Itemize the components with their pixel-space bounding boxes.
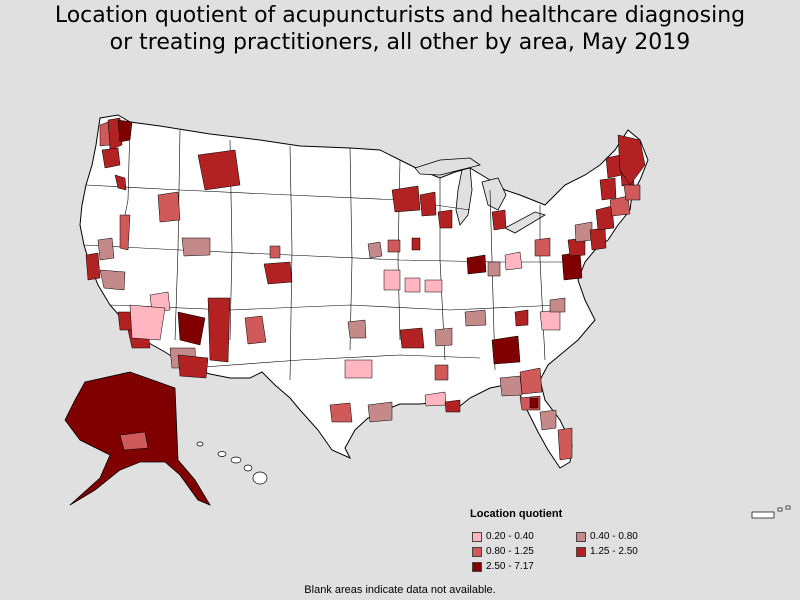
area-austin xyxy=(329,402,353,423)
area-fl-tampa xyxy=(539,409,557,431)
area-tucson xyxy=(177,354,209,379)
area-fills xyxy=(85,117,646,461)
area-ok-1 xyxy=(347,319,367,339)
area-wa-east xyxy=(114,174,127,191)
area-denver xyxy=(263,261,293,285)
area-tn-2 xyxy=(514,309,529,327)
area-slc xyxy=(181,237,211,257)
area-fl-se xyxy=(557,427,573,461)
legend-swatch xyxy=(576,546,586,557)
area-flagstaff xyxy=(177,311,206,346)
legend-title: Location quotient xyxy=(470,508,563,520)
area-ar-1 xyxy=(434,327,453,347)
area-albuquerque xyxy=(244,315,267,345)
area-boise xyxy=(157,191,181,223)
area-la-1 xyxy=(434,364,449,381)
area-ok-2 xyxy=(399,327,425,349)
area-fl-gainesville xyxy=(529,397,539,409)
area-ia-1 xyxy=(367,241,383,259)
area-ga-south xyxy=(499,375,523,397)
area-ne-1 xyxy=(383,269,401,291)
area-oh-2 xyxy=(534,237,551,257)
area-olympia xyxy=(99,121,111,147)
area-montana-west xyxy=(197,149,241,191)
footnote: Blank areas indicate data not available. xyxy=(304,584,496,596)
legend-label: 0.80 - 1.25 xyxy=(486,546,534,557)
area-va-1 xyxy=(549,297,566,313)
legend-label: 0.20 - 0.40 xyxy=(486,531,534,542)
area-sacramento xyxy=(97,237,115,261)
title-line-1: Location quotient of acupuncturists and … xyxy=(54,3,746,28)
area-ia-3 xyxy=(411,237,421,251)
puerto-rico xyxy=(751,505,791,519)
area-ms-1 xyxy=(444,399,461,413)
area-tn-1 xyxy=(464,309,487,327)
legend-item-3: 0.80 - 1.25 xyxy=(472,546,534,557)
lake-huron xyxy=(481,177,507,211)
title-line-2: or treating practitioners, all other by … xyxy=(109,30,691,55)
legend-swatch xyxy=(472,531,482,542)
legend-swatch xyxy=(472,561,482,572)
legend-label: 2.50 - 7.17 xyxy=(486,561,534,572)
area-pa-1 xyxy=(574,221,593,243)
legend: Location quotient 0.20 - 0.40 0.40 - 0.8… xyxy=(470,508,680,578)
legend-item-4: 1.25 - 2.50 xyxy=(576,546,638,557)
area-oh-1 xyxy=(504,251,523,271)
area-ny-up xyxy=(599,177,617,201)
legend-item-2: 0.40 - 0.80 xyxy=(576,531,638,542)
area-ia-2 xyxy=(387,239,401,253)
area-nyc xyxy=(595,205,615,231)
lake-superior xyxy=(414,157,481,176)
area-medford xyxy=(119,214,131,251)
area-atlanta xyxy=(491,335,521,365)
area-houston xyxy=(367,401,393,423)
legend-swatch xyxy=(472,546,482,557)
map-title: Location quotient of acupuncturists and … xyxy=(0,2,800,56)
legend-item-1: 0.20 - 0.40 xyxy=(472,531,534,542)
area-portland xyxy=(101,147,121,169)
legend-label: 1.25 - 2.50 xyxy=(590,546,638,557)
hawaii xyxy=(196,441,268,485)
area-nc-1 xyxy=(539,309,561,331)
alaska-area-anchorage xyxy=(119,431,149,451)
area-arizona-west xyxy=(129,304,166,341)
area-il-1 xyxy=(466,254,487,275)
lake-erie xyxy=(504,211,546,234)
area-ct xyxy=(609,195,631,217)
area-tx-north xyxy=(344,359,373,379)
area-mi-1 xyxy=(491,209,507,231)
area-mn-east xyxy=(419,191,437,217)
area-minneapolis xyxy=(391,185,421,213)
area-dc xyxy=(561,251,583,281)
area-maine xyxy=(617,134,646,186)
lake-michigan xyxy=(455,167,473,226)
area-puget xyxy=(117,119,133,143)
area-nm-north xyxy=(207,297,231,363)
legend-label: 0.40 - 0.80 xyxy=(590,531,638,542)
area-nj xyxy=(589,227,607,251)
legend-swatch xyxy=(576,531,586,542)
area-sf xyxy=(85,252,101,281)
area-mo-1 xyxy=(424,279,443,293)
legend-item-5: 2.50 - 7.17 xyxy=(472,561,534,572)
area-jacksonville xyxy=(519,367,543,395)
area-wi xyxy=(437,209,453,229)
area-ks-1 xyxy=(404,277,421,293)
area-co-east xyxy=(269,245,281,259)
area-in-1 xyxy=(487,261,501,277)
area-central-ca xyxy=(99,269,126,291)
area-ma xyxy=(623,184,641,201)
